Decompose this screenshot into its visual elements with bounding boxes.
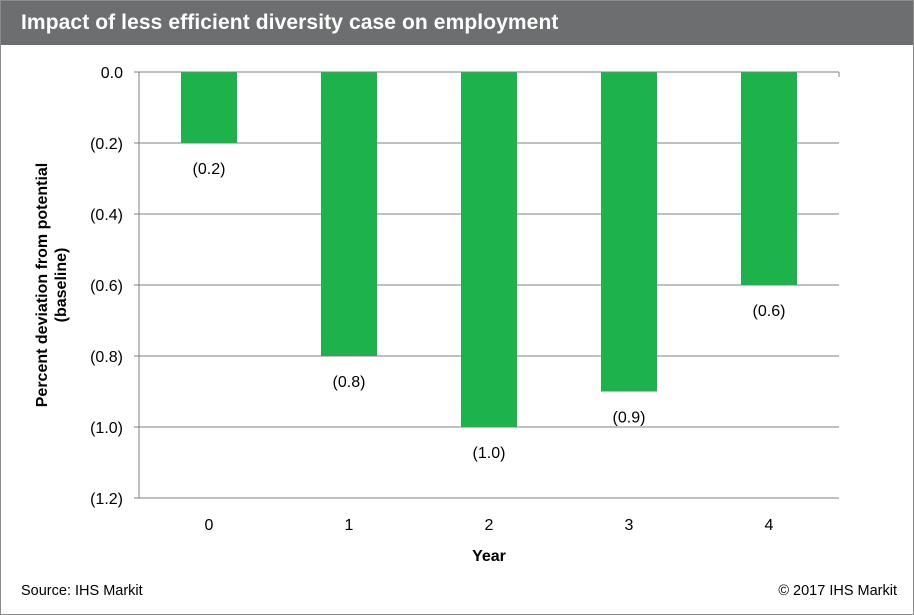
- data-label: (0.6): [753, 303, 786, 320]
- bar: [321, 72, 377, 356]
- x-axis-title: Year: [472, 548, 506, 565]
- y-tick-label: (0.2): [90, 136, 123, 153]
- y-tick-label: (1.0): [90, 420, 123, 437]
- y-tick-label: (0.8): [90, 349, 123, 366]
- source-note: Source: IHS Markit: [21, 583, 143, 599]
- x-tick-label: 1: [345, 517, 354, 534]
- x-tick-label: 0: [205, 517, 214, 534]
- data-label: (0.2): [193, 161, 226, 178]
- bar: [181, 72, 237, 143]
- x-tick-label: 3: [625, 517, 634, 534]
- y-tick-label: 0.0: [101, 65, 123, 82]
- axes: [134, 71, 840, 499]
- labels: 0.0 (0.2) (0.4) (0.6) (0.8) (1.0) (1.2) (0.2) 0 (…: [34, 65, 785, 565]
- bar: [741, 72, 797, 285]
- y-axis-title-line: (baseline): [53, 248, 70, 323]
- bars: [181, 72, 797, 427]
- data-label: (1.0): [473, 445, 506, 462]
- y-tick-label: (0.6): [90, 278, 123, 295]
- data-label: (0.8): [333, 374, 366, 391]
- y-tick-label: (0.4): [90, 207, 123, 224]
- x-tick-label: 2: [485, 517, 494, 534]
- chart-title: Impact of less efficient diversity case …: [21, 11, 559, 34]
- x-tick-label: 4: [765, 517, 774, 534]
- copyright-note: © 2017 IHS Markit: [778, 583, 897, 599]
- y-axis-title: Percent deviation from potential (baselin…: [34, 163, 70, 407]
- y-tick-label: (1.2): [90, 491, 123, 508]
- title-bar: Impact of less efficient diversity case …: [1, 1, 913, 45]
- data-label: (0.9): [613, 410, 646, 427]
- y-axis-title-line: Percent deviation from potential: [34, 163, 51, 407]
- bar: [601, 72, 657, 392]
- bar: [461, 72, 517, 427]
